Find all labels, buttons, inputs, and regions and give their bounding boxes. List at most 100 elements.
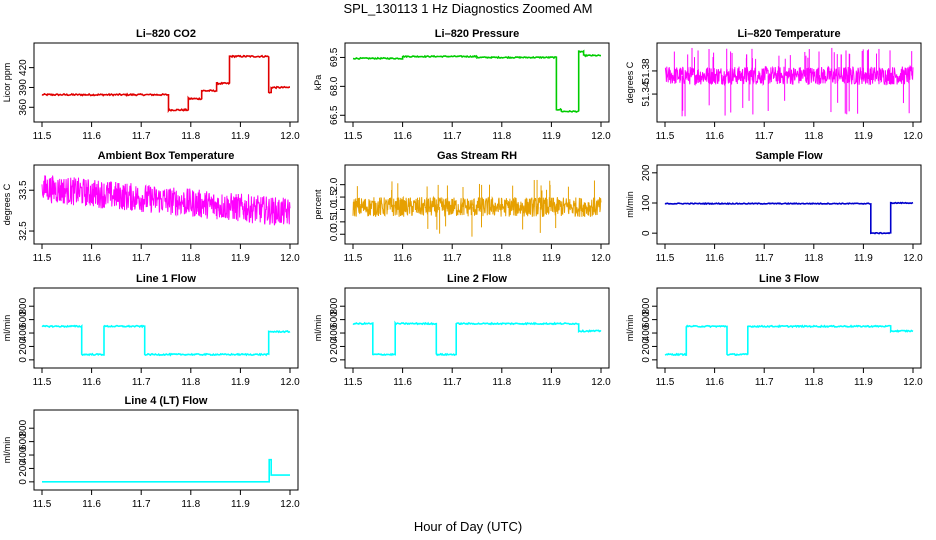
x-tick-label: 12.0	[280, 253, 300, 264]
y-tick-label: 1.5	[329, 190, 340, 204]
series-line	[42, 458, 290, 483]
panel-title: Line 3 Flow	[759, 273, 819, 285]
figure-xlabel: Hour of Day (UTC)	[414, 519, 522, 534]
y-axis-label: ml/min	[2, 315, 12, 342]
y-tick-label: 68.0	[329, 76, 340, 96]
panel-frame	[33, 409, 299, 491]
x-tick-label: 11.6	[82, 253, 101, 264]
x-tick-label: 11.5	[344, 377, 363, 388]
x-tick-label: 11.5	[33, 253, 52, 264]
y-axis-label: percent	[313, 189, 323, 220]
x-tick-label: 11.9	[231, 131, 250, 142]
x-tick-label: 12.0	[280, 131, 300, 142]
x-tick-label: 11.8	[181, 131, 200, 142]
x-tick-label: 11.6	[82, 131, 101, 142]
y-tick-label: 2.0	[329, 177, 340, 191]
x-tick-label: 12.0	[280, 499, 300, 510]
y-tick-label: 600	[641, 311, 652, 328]
x-tick-label: 11.6	[705, 253, 724, 264]
x-tick-label: 11.8	[181, 499, 200, 510]
x-tick-label: 11.9	[231, 377, 250, 388]
x-tick-label: 11.8	[492, 131, 511, 142]
y-tick-label: 400	[18, 446, 29, 463]
x-tick-label: 11.5	[33, 131, 52, 142]
x-tick-label: 12.0	[591, 377, 611, 388]
x-tick-label: 11.6	[82, 377, 101, 388]
x-tick-label: 11.6	[393, 377, 412, 388]
x-tick-label: 12.0	[903, 377, 923, 388]
x-tick-label: 11.6	[82, 499, 101, 510]
panel-frame	[656, 287, 922, 369]
panel-8: Line 2 Flow 11.5 11.6 11.7 11.8 11.9 12.0 0 2004…	[313, 273, 611, 388]
x-tick-label: 11.7	[443, 253, 462, 264]
y-tick-label: 200	[18, 460, 29, 477]
panel-2: Li–820 Pressure 11.5 11.6 11.7 11.8 11.9 12.0 6…	[313, 28, 611, 142]
y-tick-label: 66.5	[329, 105, 340, 125]
x-tick-label: 11.9	[854, 131, 873, 142]
panel-title: Line 1 Flow	[136, 273, 196, 285]
x-tick-label: 11.8	[181, 377, 200, 388]
y-tick-label: 600	[18, 433, 29, 450]
x-tick-label: 11.9	[542, 377, 561, 388]
x-tick-label: 12.0	[280, 377, 300, 388]
series-line	[41, 324, 291, 357]
panel-title: Li–820 Pressure	[435, 28, 519, 40]
x-tick-label: 11.8	[181, 253, 200, 264]
y-tick-label: 800	[18, 419, 29, 436]
y-tick-label: 800	[329, 297, 340, 314]
x-tick-label: 11.6	[705, 131, 724, 142]
panel-3: Li–820 Temperature 11.5 11.6 11.7 11.8 11.9 12…	[625, 28, 923, 142]
y-tick-label: 0.5	[329, 214, 340, 228]
x-tick-label: 11.7	[132, 131, 151, 142]
x-tick-label: 11.9	[542, 253, 561, 264]
panel-title: Sample Flow	[755, 150, 823, 162]
y-axis-label: degrees C	[2, 183, 12, 225]
y-tick-label: 360	[18, 99, 29, 116]
x-tick-label: 11.8	[804, 377, 823, 388]
y-axis-label: ml/min	[625, 315, 635, 342]
y-axis-label: degrees C	[625, 61, 635, 103]
y-tick-label: 69.5	[329, 47, 340, 67]
y-tick-label: 800	[18, 297, 29, 314]
panel-1: Li–820 CO2 11.5 11.6 11.7 11.8 11.9 12.0 360 390…	[2, 28, 300, 142]
x-tick-label: 11.6	[705, 377, 724, 388]
x-tick-label: 11.9	[231, 499, 250, 510]
y-tick-label: 1.0	[329, 202, 340, 216]
x-tick-label: 11.9	[231, 253, 250, 264]
panel-frame	[344, 287, 610, 369]
x-tick-label: 11.5	[33, 377, 52, 388]
panel-grid: Li–820 CO2 11.5 11.6 11.7 11.8 11.9 12.0 360 390…	[2, 28, 923, 510]
y-tick-label: 0	[641, 357, 652, 363]
y-tick-label: 0.0	[329, 227, 340, 241]
series-line	[352, 49, 601, 113]
series-band	[352, 195, 602, 217]
y-tick-label: 200	[329, 338, 340, 355]
x-tick-label: 11.5	[33, 499, 52, 510]
series-line	[664, 201, 914, 235]
x-tick-label: 11.8	[492, 253, 511, 264]
y-tick-label: 0	[18, 479, 29, 485]
y-axis-label: kPa	[313, 75, 323, 91]
x-tick-label: 11.7	[755, 131, 774, 142]
y-tick-label: 400	[18, 324, 29, 341]
panel-title: Ambient Box Temperature	[98, 150, 235, 162]
x-tick-label: 11.7	[443, 377, 462, 388]
series-band	[664, 64, 914, 86]
x-tick-label: 12.0	[903, 253, 923, 264]
y-tick-label: 0	[641, 230, 652, 236]
panel-title: Li–820 CO2	[136, 28, 196, 40]
panel-frame	[33, 42, 299, 123]
y-tick-label: 400	[329, 324, 340, 341]
y-tick-label: 420	[18, 59, 29, 76]
y-tick-label: 51.34	[641, 81, 652, 106]
x-tick-label: 12.0	[903, 131, 923, 142]
y-tick-label: 32.5	[18, 221, 29, 241]
y-tick-label: 400	[641, 324, 652, 341]
y-tick-label: 0	[329, 357, 340, 363]
x-tick-label: 11.6	[393, 131, 412, 142]
panel-10: Line 4 (LT) Flow 11.5 11.6 11.7 11.8 11.9 12.0…	[2, 395, 300, 510]
x-tick-label: 11.7	[132, 377, 151, 388]
x-tick-label: 11.9	[542, 131, 561, 142]
panel-4: Ambient Box Temperature 11.5 11.6 11.7 11.8 1…	[2, 150, 300, 264]
